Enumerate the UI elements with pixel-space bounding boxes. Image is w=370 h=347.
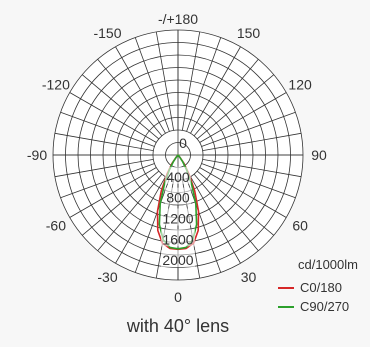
grid-spoke [196, 74, 275, 140]
grid-spoke [134, 37, 170, 132]
angle-tick-label: 90 [311, 147, 327, 163]
angle-tick-label: -30 [97, 269, 117, 285]
grid-spoke [193, 173, 259, 252]
legend-label-c0-180: C0/180 [300, 280, 342, 295]
grid-spoke [201, 111, 296, 147]
angle-tick-label: 150 [237, 25, 261, 41]
caption: with 40° lens [126, 316, 230, 336]
radial-tick-label: 800 [166, 190, 190, 206]
grid-spoke [186, 37, 222, 132]
grid-spoke [60, 163, 155, 199]
grid-spoke [54, 158, 154, 178]
unit-label: cd/1000lm [298, 257, 358, 272]
grid-spoke [193, 58, 259, 137]
grid-spoke [97, 173, 163, 252]
radial-tick-label: 1600 [162, 231, 193, 247]
angle-tick-label: -60 [46, 218, 66, 234]
grid-spoke [199, 167, 287, 218]
radial-tick-label: 1200 [162, 211, 193, 227]
grid-spoke [69, 167, 157, 218]
radial-tick-label: 0 [179, 135, 187, 151]
grid-spoke [115, 46, 166, 134]
legend-swatch-red [278, 286, 294, 289]
grid-spoke [115, 176, 166, 264]
radial-tick-bg [165, 166, 191, 184]
grid-spoke [97, 58, 163, 137]
legend-entry-c0-180: C0/180 [278, 278, 358, 297]
grid-spoke [201, 163, 296, 199]
grid-spoke [199, 92, 287, 143]
radial-tick-bg [161, 208, 195, 226]
angle-tick-label: 30 [241, 269, 257, 285]
angle-tick-label: 120 [288, 77, 312, 93]
grid-spoke [186, 178, 222, 273]
angle-tick-label: -/+180 [158, 11, 198, 27]
grid-spoke [196, 170, 275, 236]
grid-spoke [155, 31, 175, 131]
radial-tick-bg [161, 229, 195, 247]
angle-tick-label: -90 [27, 147, 47, 163]
grid-spoke [181, 31, 201, 131]
angle-tick-label: 60 [292, 218, 308, 234]
grid-spoke [190, 46, 241, 134]
angle-tick-label: -150 [93, 25, 121, 41]
grid-spoke [202, 158, 302, 178]
grid-spoke [54, 132, 154, 152]
legend-swatch-green [278, 305, 294, 308]
radial-tick-bg [161, 250, 195, 268]
legend: cd/1000lm C0/180 C90/270 [278, 258, 358, 316]
grid-spoke [69, 92, 157, 143]
grid-spoke [81, 74, 160, 140]
angle-tick-label: 0 [174, 289, 182, 305]
radial-tick-bg [165, 187, 191, 205]
grid-spoke [60, 111, 155, 147]
radial-tick-label: 400 [166, 169, 190, 185]
angle-tick-label: -120 [42, 77, 70, 93]
grid-spoke [202, 132, 302, 152]
legend-entry-c90-270: C90/270 [278, 297, 358, 316]
grid-spoke [81, 170, 160, 236]
legend-label-c90-270: C90/270 [300, 299, 350, 314]
radial-tick-label: 2000 [162, 252, 193, 268]
grid-spoke [134, 178, 170, 273]
grid-spoke [190, 176, 241, 264]
